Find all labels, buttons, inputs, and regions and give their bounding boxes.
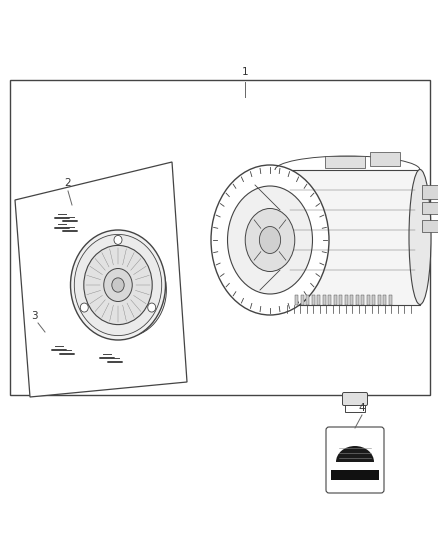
Bar [370,152,400,166]
Ellipse shape [245,208,295,271]
Bar [322,295,325,305]
Bar [367,295,370,305]
Ellipse shape [84,245,152,325]
Text: 4: 4 [359,403,365,413]
Ellipse shape [71,230,166,340]
Bar [345,295,347,305]
Bar [345,394,365,412]
Bar [295,295,298,305]
Text: 1: 1 [242,67,248,77]
Bar [300,295,304,305]
Ellipse shape [336,446,374,478]
Text: 2: 2 [65,178,71,188]
Bar [331,470,379,480]
Ellipse shape [104,269,132,302]
Ellipse shape [259,227,281,254]
Text: 3: 3 [31,311,37,321]
Ellipse shape [211,165,329,315]
Bar [350,295,353,305]
Bar [317,295,320,305]
Bar [422,185,438,199]
Ellipse shape [227,186,312,294]
Ellipse shape [80,303,88,312]
Ellipse shape [114,236,122,245]
Ellipse shape [148,303,156,312]
FancyBboxPatch shape [343,392,367,406]
Bar [378,295,381,305]
Ellipse shape [112,278,124,292]
Bar [333,462,377,484]
Ellipse shape [409,169,431,304]
Bar [333,295,336,305]
Bar [325,156,365,168]
Bar [356,295,358,305]
Bar [328,295,331,305]
Bar [311,295,314,305]
Bar [422,202,438,214]
FancyBboxPatch shape [326,427,384,493]
Bar [372,295,375,305]
Bar [361,295,364,305]
Bar [383,295,386,305]
Polygon shape [15,162,187,397]
Ellipse shape [74,235,162,336]
Bar [10,80,430,395]
Bar [339,295,342,305]
Bar [306,295,309,305]
Bar [389,295,392,305]
Bar [275,170,420,305]
Bar [422,220,438,232]
